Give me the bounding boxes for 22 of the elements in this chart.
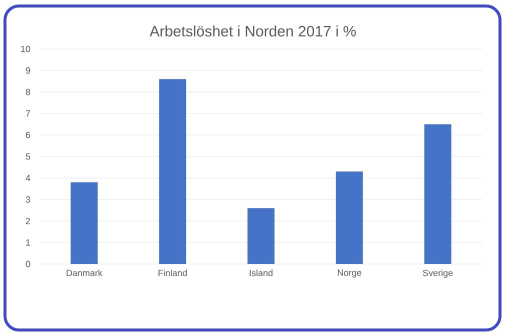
- y-tick-label: 5: [26, 153, 30, 160]
- bar: [70, 182, 98, 264]
- x-tick-label: Norge: [338, 270, 362, 278]
- y-tick-label: 4: [26, 174, 30, 182]
- bar: [336, 172, 363, 264]
- y-tick-label: 8: [26, 88, 30, 96]
- y-tick-label: 0: [26, 260, 30, 268]
- bar: [424, 124, 452, 264]
- bar: [159, 79, 186, 264]
- y-tick-label: 7: [26, 110, 30, 117]
- x-tick-label: Island: [250, 270, 272, 276]
- x-tick-label: Danmark: [66, 270, 102, 276]
- x-tick-label: Finland: [158, 270, 187, 276]
- chart-title: Arbetslöshet i Norden 2017 i %: [150, 25, 356, 36]
- y-tick-label: 10: [21, 46, 30, 52]
- y-tick-label: 1: [26, 239, 30, 246]
- y-tick-label: 9: [26, 67, 30, 74]
- y-tick-label: 2: [26, 218, 30, 224]
- y-tick-label: 6: [26, 132, 30, 138]
- y-tick-label: 3: [26, 196, 30, 203]
- x-tick-label: Sverige: [422, 270, 453, 278]
- bar: [248, 208, 274, 264]
